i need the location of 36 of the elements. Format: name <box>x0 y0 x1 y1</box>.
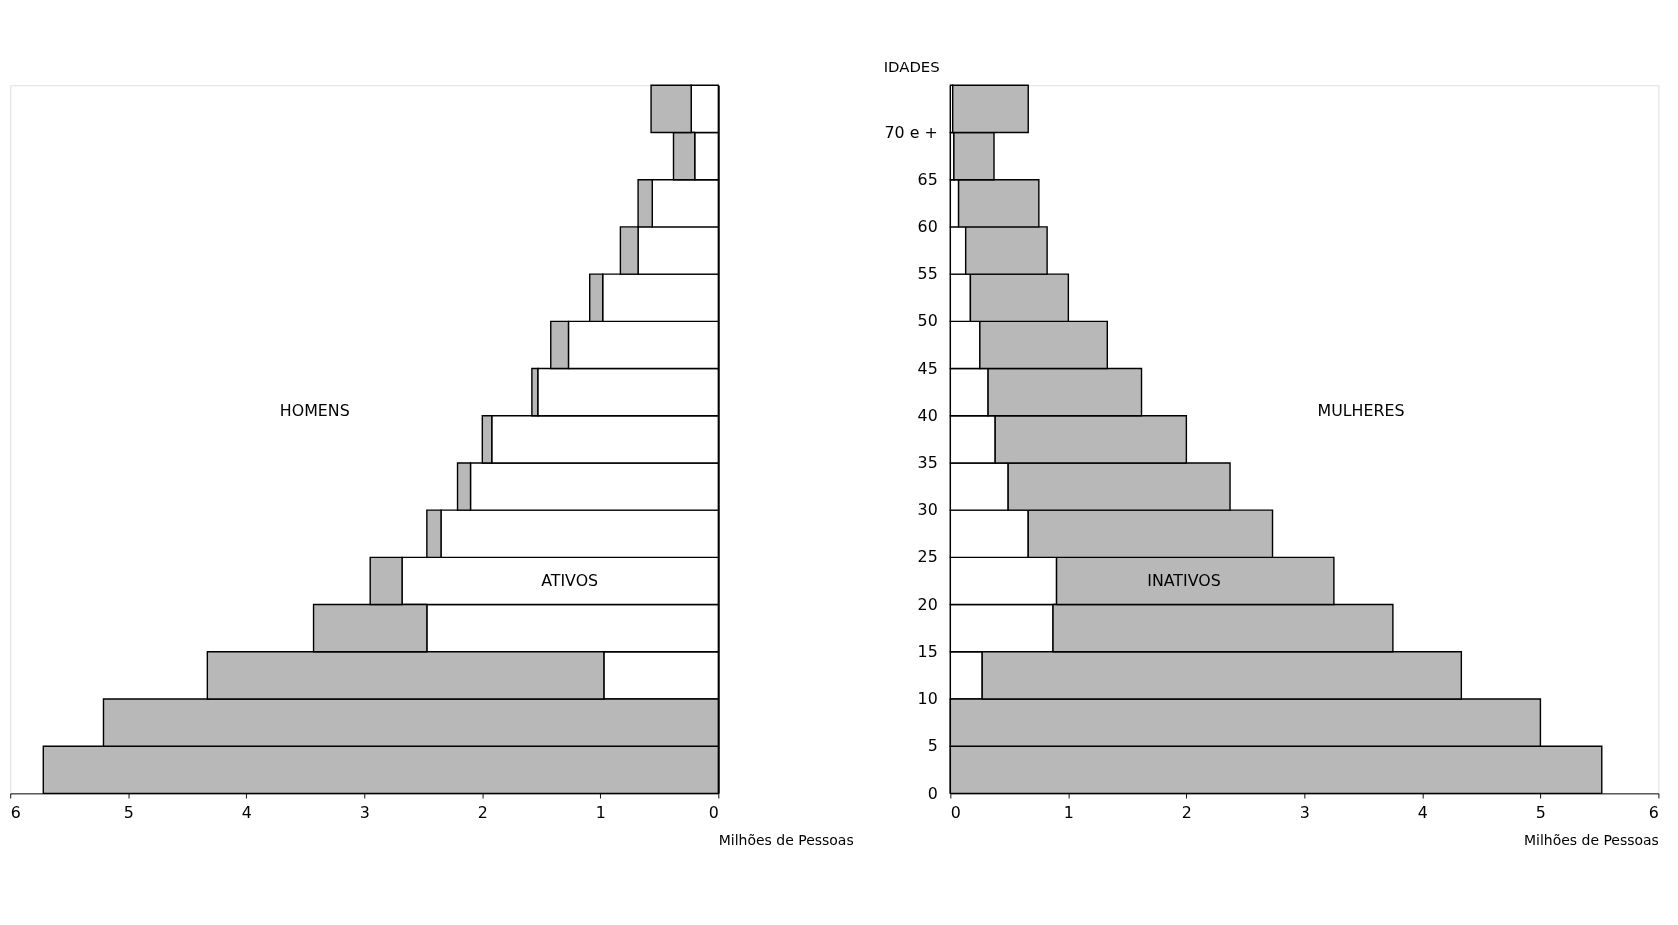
y-tick-label: 45 <box>917 358 938 378</box>
x-tick-label: 5 <box>123 803 134 823</box>
x-tick-label: 0 <box>950 803 961 823</box>
y-tick-label: 50 <box>917 311 938 331</box>
y-tick-label: 60 <box>917 217 938 237</box>
y-tick-label: 10 <box>917 689 938 709</box>
annotation: HOMENS <box>279 400 350 420</box>
x-tick-label: 5 <box>1535 803 1546 823</box>
y-tick-label: 70 e + <box>884 122 938 142</box>
x-tick-label: 3 <box>359 803 370 823</box>
annotation: MULHERES <box>1317 400 1405 420</box>
x-tick-label: 2 <box>1181 803 1192 823</box>
x-tick-label: 4 <box>1417 803 1428 823</box>
x-tick-label: 0 <box>708 803 719 823</box>
y-tick-label: 25 <box>917 547 938 567</box>
series-label: INATIVOS <box>1147 570 1221 590</box>
y-tick-label: 35 <box>917 453 938 473</box>
y-axis-title: IDADES <box>883 57 940 76</box>
x-tick-label: 4 <box>241 803 252 823</box>
y-tick-label: 30 <box>917 500 938 520</box>
y-tick-label: 65 <box>917 169 938 189</box>
y-tick-label: 0 <box>927 783 938 803</box>
x-tick-label: 6 <box>10 803 21 823</box>
y-tick-label: 40 <box>917 405 938 425</box>
y-tick-label: 5 <box>927 736 938 756</box>
x-axis-title: Milhões de Pessoas <box>1524 832 1659 849</box>
y-tick-label: 55 <box>917 264 938 284</box>
x-tick-label: 1 <box>595 803 606 823</box>
x-tick-label: 1 <box>1063 803 1074 823</box>
x-tick-label: 2 <box>477 803 488 823</box>
x-tick-label: 6 <box>1648 803 1659 823</box>
x-axis-title: Milhões de Pessoas <box>718 832 854 849</box>
series-label: ATIVOS <box>541 570 599 590</box>
x-tick-label: 3 <box>1299 803 1310 823</box>
y-tick-label: 20 <box>917 594 938 614</box>
y-tick-label: 15 <box>917 641 938 661</box>
